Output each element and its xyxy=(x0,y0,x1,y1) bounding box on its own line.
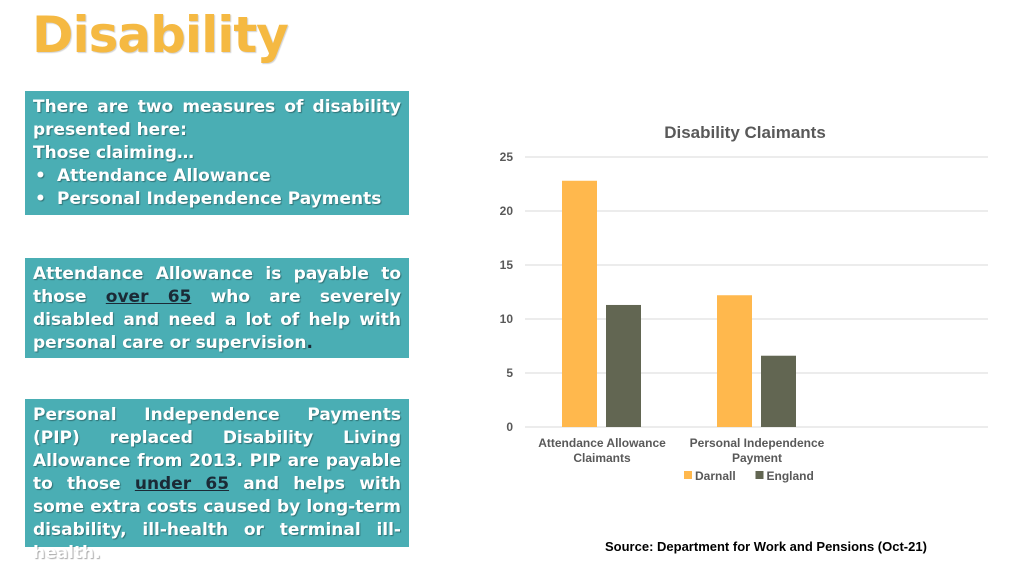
disability-claimants-chart: Disability Claimants 0 5 10 15 20 25 Attendance… xyxy=(500,123,988,483)
under-65-highlight: under 65 xyxy=(134,474,230,494)
y-tick-label-15: 15 xyxy=(500,258,514,272)
pip-text-part1: Personal Independence Payments (PIP) rep… xyxy=(33,405,401,494)
attendance-text-part1: Attendance Allowance is payable to those xyxy=(33,264,401,307)
bar-darnall-0 xyxy=(562,180,597,427)
y-tick-label-10: 10 xyxy=(500,312,514,326)
pip-text-part2: and helps with some extra costs caused b… xyxy=(33,474,401,563)
legend-label-darnall: Darnall xyxy=(695,469,736,483)
measures-lead: Those claiming… xyxy=(33,143,194,163)
over-65-highlight: over 65 xyxy=(105,287,192,307)
measures-info-box: There are two measures of disability pre… xyxy=(25,91,409,215)
measures-list: Attendance Allowance Personal Independen… xyxy=(33,165,401,211)
y-tick-label-0: 0 xyxy=(506,420,513,434)
attendance-text-end: . xyxy=(306,333,313,353)
y-tick-label-5: 5 xyxy=(506,366,513,380)
chart-title: Disability Claimants xyxy=(664,123,826,142)
x-tick-label-1-1: Payment xyxy=(732,451,782,465)
pip-text: Personal Independence Payments (PIP) rep… xyxy=(33,404,401,565)
attendance-allowance-box: Attendance Allowance is payable to those… xyxy=(25,258,409,358)
y-tick-label-25: 25 xyxy=(500,150,514,164)
bar-england-0 xyxy=(606,304,641,427)
x-tick-label-1-0: Personal Independence xyxy=(690,436,825,450)
x-tick-label-0-0: Attendance Allowance xyxy=(538,436,666,450)
y-tick-label-20: 20 xyxy=(500,204,514,218)
measure-item-pip: Personal Independence Payments xyxy=(35,188,401,211)
legend-swatch-england xyxy=(755,471,764,479)
legend-label-england: England xyxy=(767,469,814,483)
measures-intro: There are two measures of disability pre… xyxy=(33,97,401,140)
attendance-allowance-text: Attendance Allowance is payable to those… xyxy=(33,263,401,355)
attendance-text-part2: who are severely disabled and need a lot… xyxy=(33,287,401,353)
source-note: Source: Department for Work and Pensions… xyxy=(605,539,927,554)
bar-darnall-1 xyxy=(717,295,752,427)
pip-info-box: Personal Independence Payments (PIP) rep… xyxy=(25,399,409,563)
page-title: Disability xyxy=(32,6,289,64)
measure-item-attendance: Attendance Allowance xyxy=(35,165,401,188)
legend-swatch-darnall xyxy=(684,471,692,479)
bar-england-1 xyxy=(761,355,796,427)
x-tick-label-0-1: Claimants xyxy=(573,451,631,465)
